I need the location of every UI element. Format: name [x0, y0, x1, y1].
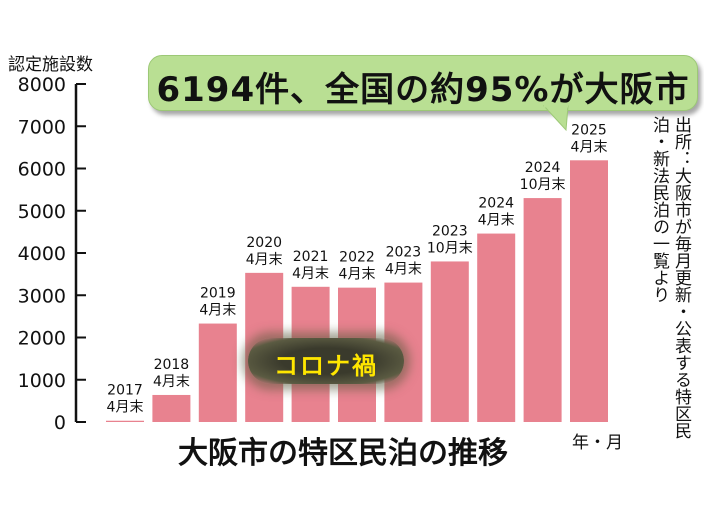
bar-label-year: 2019	[200, 286, 236, 302]
bar-label-month: 4月末	[107, 400, 144, 416]
bar	[152, 394, 191, 422]
covid-annotation: コロナ禍	[248, 338, 404, 384]
bar-label-year: 2017	[107, 383, 143, 399]
y-tick-label: 1000	[18, 370, 66, 392]
bar-label-year: 2022	[339, 250, 375, 266]
bar-label-year: 2018	[154, 357, 190, 373]
bar	[523, 198, 562, 422]
bar	[430, 261, 469, 422]
bar-label-month: 10月末	[520, 177, 566, 193]
bar-label-month: 4月末	[385, 262, 422, 278]
y-tick-label: 3000	[18, 285, 66, 307]
callout-text: 6194件、全国の約95%が大阪市	[156, 70, 690, 110]
bar-label-month: 4月末	[571, 139, 608, 155]
bar-label-month: 4月末	[246, 252, 283, 268]
callout-pointer	[542, 104, 569, 132]
bar-label-month: 4月末	[292, 266, 329, 282]
y-tick-label: 7000	[18, 116, 66, 138]
y-axis-label: 認定施設数	[8, 55, 93, 75]
bar-label-month: 4月末	[199, 303, 236, 319]
bar	[198, 323, 237, 422]
bar	[106, 420, 144, 422]
source-note: 出所：大阪市が毎月更新・公表する特区民泊・新法民泊の一覧より	[649, 116, 691, 439]
bar-label-year: 2023	[432, 223, 468, 239]
bar-label-month: 4月末	[339, 267, 376, 283]
chart-title: 大阪市の特区民泊の推移	[178, 436, 508, 471]
y-tick-label: 4000	[18, 243, 66, 265]
y-tick-label: 0	[54, 412, 66, 434]
bar-label-year: 2025	[571, 122, 607, 138]
bar-label-year: 2020	[246, 235, 282, 251]
y-tick-label: 6000	[18, 159, 66, 181]
bar-label-month: 4月末	[478, 213, 515, 229]
callout-bubble: 6194件、全国の約95%が大阪市	[148, 55, 698, 111]
bar-label-year: 2024	[478, 196, 514, 212]
y-axis: 0 1000 2000 3000 4000 5000 6000 7000 8000	[18, 74, 86, 434]
y-tick-label: 8000	[18, 74, 66, 96]
x-axis-label: 年・月	[572, 433, 623, 453]
bar-label-month: 4月末	[153, 374, 190, 390]
y-tick-label: 2000	[18, 328, 66, 350]
y-tick-label: 5000	[18, 201, 66, 223]
covid-annotation-text: コロナ禍	[274, 352, 378, 380]
bar	[477, 233, 516, 422]
bar-label-year: 2023	[386, 245, 422, 261]
bar	[570, 160, 608, 422]
bar-label-month: 10月末	[427, 240, 473, 256]
bar-label-year: 2021	[293, 249, 329, 265]
bar-label-year: 2024	[525, 160, 561, 176]
